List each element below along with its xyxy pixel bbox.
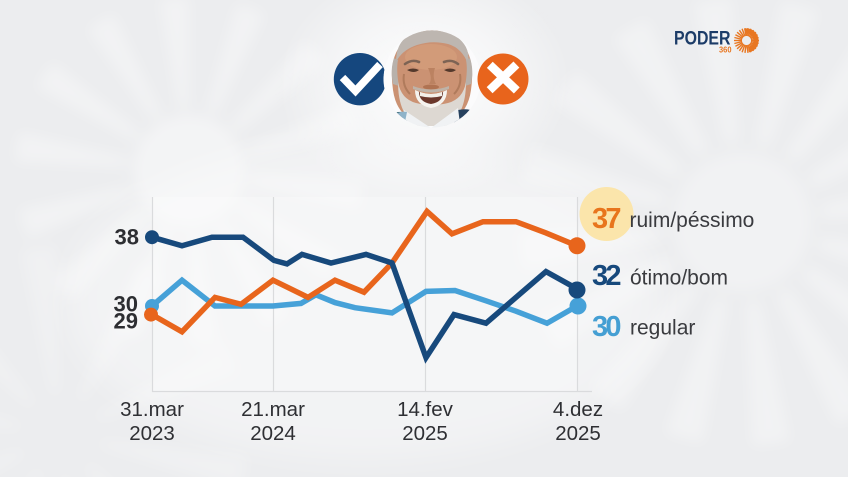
svg-text:30: 30 [592, 311, 622, 343]
svg-text:4.dez: 4.dez [553, 398, 603, 421]
svg-text:regular: regular [630, 317, 695, 340]
svg-text:29: 29 [114, 309, 138, 334]
svg-text:30: 30 [114, 292, 138, 317]
svg-text:2025: 2025 [402, 422, 448, 445]
svg-text:31.mar: 31.mar [120, 398, 184, 421]
svg-text:32: 32 [592, 260, 622, 292]
svg-text:2025: 2025 [555, 422, 601, 445]
svg-text:2024: 2024 [250, 422, 296, 445]
svg-text:2023: 2023 [129, 422, 175, 445]
svg-text:PODER: PODER [674, 28, 731, 50]
svg-text:21.mar: 21.mar [241, 398, 305, 421]
svg-text:14.fev: 14.fev [397, 398, 454, 421]
svg-text:38: 38 [115, 225, 139, 250]
svg-text:37: 37 [592, 203, 622, 235]
svg-text:ruim/péssimo: ruim/péssimo [630, 209, 755, 232]
svg-text:ótimo/bom: ótimo/bom [630, 267, 728, 290]
svg-text:360: 360 [719, 46, 732, 55]
